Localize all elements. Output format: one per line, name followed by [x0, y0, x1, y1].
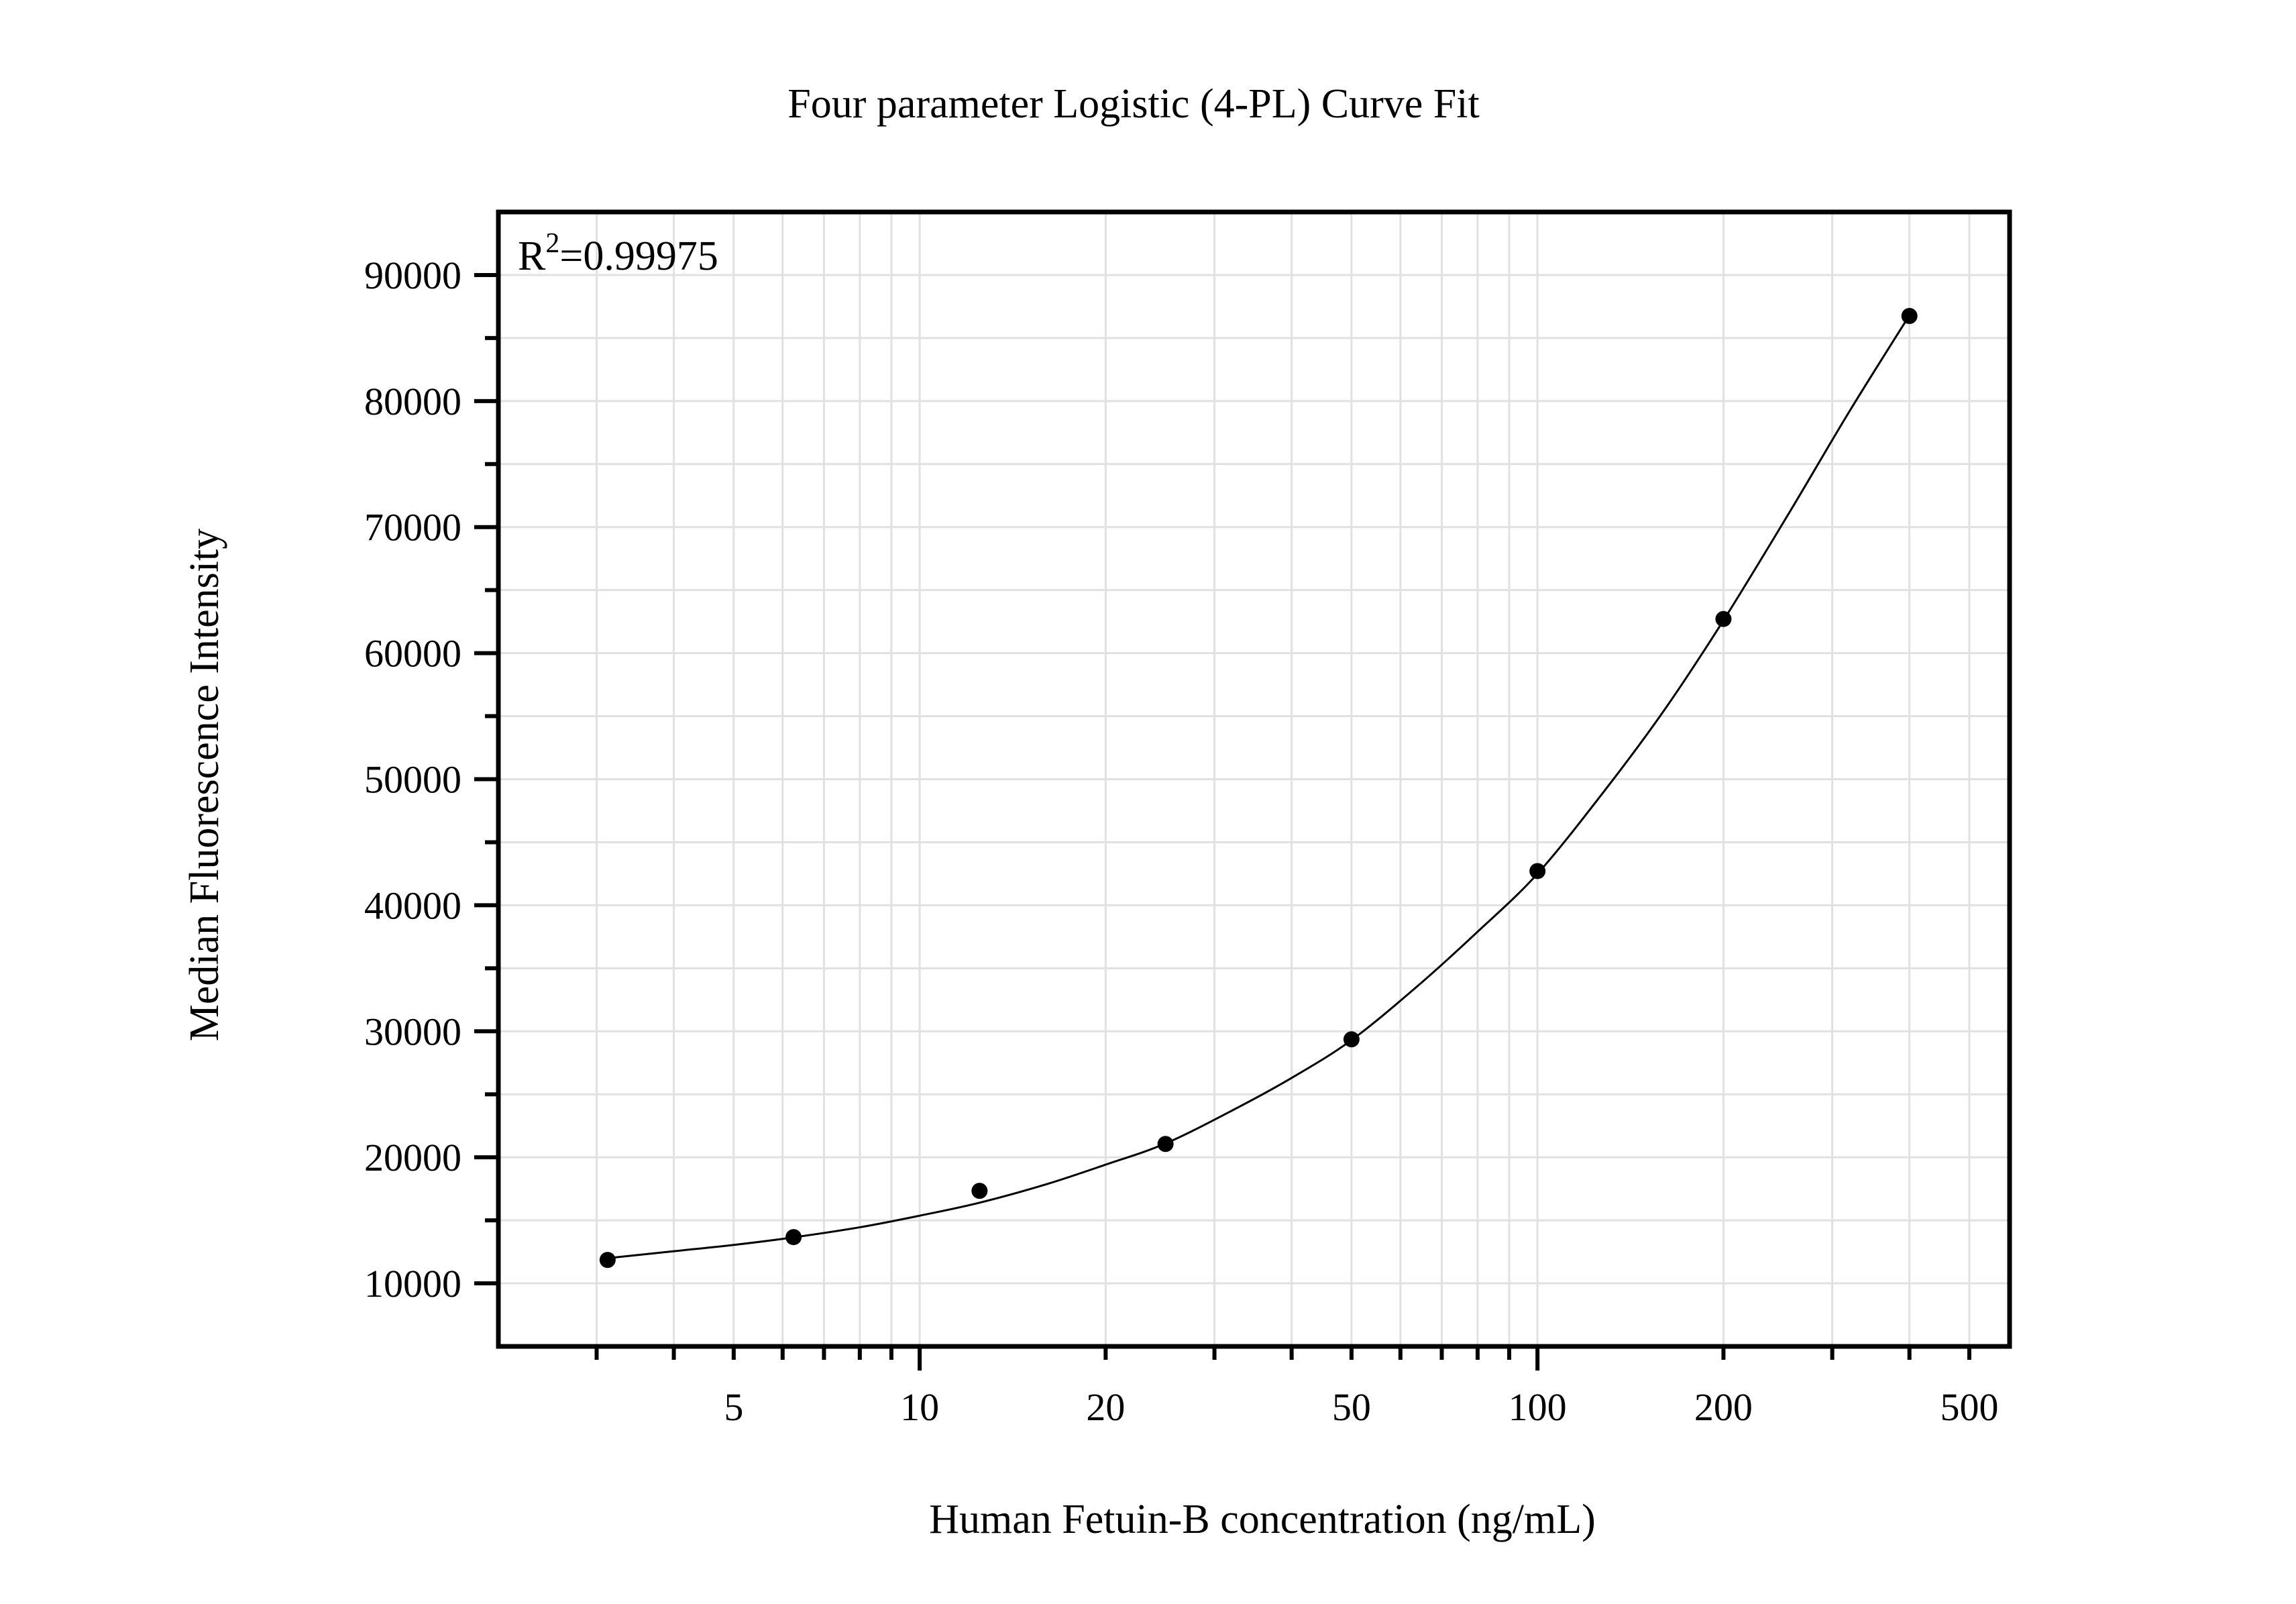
x-axis-title: Human Fetuin-B concentration (ng/mL) [929, 1497, 1595, 1542]
y-tick-label: 30000 [364, 1010, 461, 1053]
data-point [971, 1183, 988, 1199]
y-tick-label: 50000 [364, 758, 461, 802]
y-tick-label: 10000 [364, 1262, 461, 1305]
y-tick-label: 60000 [364, 632, 461, 676]
data-point [599, 1252, 616, 1269]
chart-title: Four parameter Logistic (4-PL) Curve Fit [787, 81, 1479, 127]
y-tick-label: 20000 [364, 1136, 461, 1179]
axis-ticks [474, 272, 1971, 1371]
r-squared-annotation: R2=0.99975 [518, 228, 718, 279]
x-tick-label: 100 [1509, 1385, 1567, 1429]
x-tick-labels: 5 10 20 50 100 200 500 [724, 1385, 1998, 1429]
data-point [1715, 610, 1732, 627]
data-point [1343, 1031, 1360, 1048]
data-point [1529, 863, 1546, 879]
fit-curve-line [607, 315, 1910, 1259]
y-tick-label: 70000 [364, 506, 461, 549]
data-point [785, 1229, 802, 1246]
y-tick-labels: 10000 20000 30000 40000 50000 60000 70000 80000… [364, 254, 461, 1305]
data-points [599, 308, 1918, 1269]
x-tick-label: 500 [1940, 1385, 1998, 1429]
data-point [1157, 1136, 1174, 1153]
y-tick-label: 90000 [364, 254, 461, 297]
y-axis-title: Median Fluorescence Intensity [182, 529, 227, 1041]
data-point [1901, 308, 1918, 325]
y-tick-label: 80000 [364, 380, 461, 423]
x-tick-label: 20 [1086, 1385, 1125, 1429]
x-tick-label: 50 [1332, 1385, 1371, 1429]
x-tick-label: 5 [724, 1385, 743, 1429]
gridlines [498, 212, 2010, 1346]
x-tick-label: 200 [1694, 1385, 1753, 1429]
x-tick-label: 10 [900, 1385, 939, 1429]
fit-curve [607, 315, 1910, 1259]
y-tick-label: 40000 [364, 884, 461, 927]
